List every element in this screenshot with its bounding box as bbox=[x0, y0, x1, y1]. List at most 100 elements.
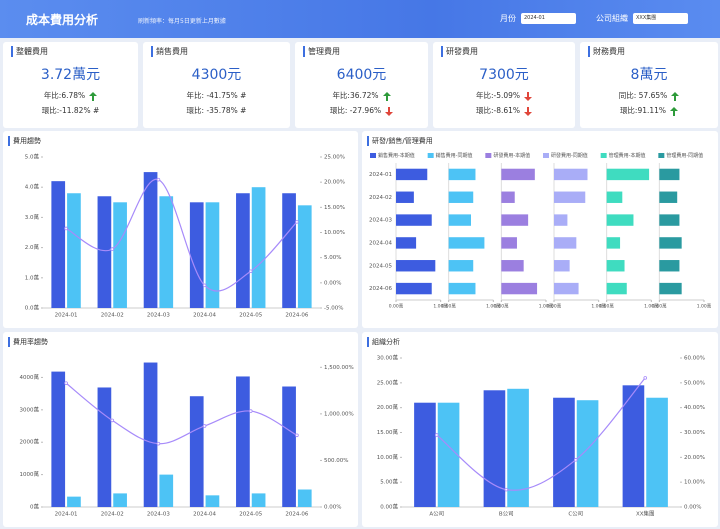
bar bbox=[251, 493, 266, 507]
filter-select[interactable]: 2024-01 bbox=[521, 13, 576, 24]
kpi-row: 環比:91.11% bbox=[580, 105, 718, 116]
bar bbox=[113, 493, 127, 507]
x-tick-label: 1.00萬 bbox=[433, 303, 448, 310]
x-tick-label: 2024-01 bbox=[55, 313, 78, 319]
y-tick-label: 2.0萬 bbox=[25, 243, 40, 251]
filter-select[interactable]: XXX集團 bbox=[633, 13, 688, 24]
y-tick-label: 15.00萬 bbox=[377, 428, 399, 436]
bar bbox=[646, 397, 668, 507]
kpi-value: 8萬元 bbox=[630, 67, 668, 83]
y2-tick-label: 0.00% bbox=[324, 280, 341, 286]
bar bbox=[659, 282, 682, 295]
filter[interactable]: 公司組織 XXX集團 bbox=[596, 13, 688, 24]
kpi-row: 年比: -41.75% # bbox=[143, 90, 290, 101]
kpi-row: 年比:36.72% bbox=[295, 90, 428, 101]
line-point bbox=[156, 177, 161, 182]
y2-tick-label: -5.00% bbox=[324, 306, 343, 312]
x-tick-label: 1.00萬 bbox=[539, 303, 554, 310]
x-tick-label: 1.00萬 bbox=[486, 303, 501, 310]
x-tick-label: 2024-02 bbox=[101, 512, 124, 518]
chart-card: 0萬 1000萬 2000萬 3000萬 4000萬 0.00% 500.00% 1,000.… bbox=[3, 332, 358, 527]
trend-arrow bbox=[524, 106, 533, 116]
y2-tick-label: 500.00% bbox=[324, 458, 348, 464]
bar bbox=[659, 214, 680, 226]
trend-arrow bbox=[670, 106, 679, 116]
x-tick-label: A公司 bbox=[429, 511, 444, 518]
kpi-text: 年比: -41.75% # bbox=[186, 91, 247, 100]
filter[interactable]: 月份 2024-01 bbox=[500, 13, 576, 24]
bar bbox=[189, 202, 204, 308]
y-tick-label: 1000萬 bbox=[20, 470, 40, 478]
line-point bbox=[434, 433, 439, 437]
kpi-card: 研發費用 7300元 年比:-5.09% 環比:-8.61% bbox=[433, 42, 575, 128]
kpi-row: 環比: -27.96% bbox=[295, 105, 428, 116]
line bbox=[65, 382, 298, 445]
y2-tick-label: 20.00% bbox=[684, 455, 705, 461]
bar bbox=[67, 496, 81, 507]
kpi-text: 環比: -35.78% # bbox=[186, 106, 247, 115]
bar bbox=[606, 191, 623, 203]
line-point bbox=[295, 433, 299, 438]
y-tick-label: 2024-03 bbox=[369, 218, 392, 224]
legend-label: 銷售費用-同期值 bbox=[436, 152, 473, 159]
bar bbox=[251, 187, 266, 308]
y-tick-label: 0萬 bbox=[30, 503, 39, 511]
y2-tick-label: 40.00% bbox=[684, 405, 705, 411]
legend-swatch bbox=[543, 153, 549, 158]
arrow-shape bbox=[382, 91, 391, 101]
kpi-text: 環比:-11.82% # bbox=[41, 106, 100, 115]
kpi-card: 財務費用 8萬元 同比: 57.65% 環比:91.11% bbox=[580, 42, 718, 128]
legend-swatch bbox=[485, 153, 492, 158]
trend-arrow bbox=[382, 91, 391, 101]
bar bbox=[448, 282, 476, 295]
y-tick-label: 5.0萬 bbox=[25, 153, 40, 161]
x-tick-label: 0.00萬 bbox=[599, 303, 614, 310]
legend-label: 管理費用-本期值 bbox=[609, 152, 646, 159]
bar bbox=[282, 386, 296, 507]
line-point bbox=[573, 458, 578, 462]
bar bbox=[297, 489, 312, 507]
x-tick-label: 0.00萬 bbox=[441, 303, 456, 310]
line-point bbox=[110, 418, 115, 423]
kpi-card: 管理費用 6400元 年比:36.72% 環比: -27.96% bbox=[295, 42, 428, 128]
y2-tick-label: 25.00% bbox=[324, 155, 345, 161]
kpi-title: 銷售費用 bbox=[151, 46, 188, 57]
bar bbox=[414, 402, 436, 507]
chart-title: 費用率趨勢 bbox=[8, 337, 48, 347]
bar bbox=[236, 376, 250, 507]
line-point bbox=[202, 283, 207, 288]
kpi-text: 環比:-8.61% bbox=[475, 106, 521, 115]
bar bbox=[396, 237, 417, 249]
y-tick-label: 25.00萬 bbox=[377, 378, 399, 386]
bar bbox=[554, 282, 579, 295]
legend-swatch bbox=[600, 153, 607, 158]
legend-label: 銷售費用-本期值 bbox=[378, 152, 415, 159]
legend-label: 研發費用-本期值 bbox=[493, 152, 530, 159]
line-point bbox=[248, 269, 253, 274]
bar bbox=[396, 214, 432, 226]
kpi-row: 環比:-11.82% # bbox=[3, 105, 138, 116]
bar bbox=[97, 196, 112, 308]
y2-tick-label: 1,500.00% bbox=[324, 365, 354, 371]
bar bbox=[189, 396, 204, 507]
bar bbox=[501, 191, 515, 203]
arrow-shape bbox=[385, 106, 394, 116]
y-tick-label: 30.00萬 bbox=[377, 354, 399, 362]
y-tick-label: 5.00萬 bbox=[380, 478, 398, 486]
bar bbox=[501, 260, 524, 272]
x-tick-label: 2024-06 bbox=[285, 313, 308, 319]
legend-label: 管理費用-同期值 bbox=[666, 152, 703, 159]
line bbox=[436, 377, 646, 491]
arrow-shape bbox=[524, 91, 533, 101]
y2-tick-label: 30.00% bbox=[684, 430, 705, 436]
bar bbox=[448, 214, 471, 226]
chart: 0.0萬 1.0萬 2.0萬 3.0萬 4.0萬 5.0萬 -5.00% 0.00% 5.00%… bbox=[25, 153, 345, 319]
kpi-text: 年比:-5.09% bbox=[475, 91, 521, 100]
bar bbox=[448, 191, 474, 203]
bar bbox=[576, 400, 599, 507]
kpi-title: 管理費用 bbox=[303, 46, 340, 57]
line-point bbox=[156, 441, 161, 446]
y-tick-label: 0.0萬 bbox=[25, 304, 40, 312]
trend-arrow bbox=[524, 91, 533, 101]
